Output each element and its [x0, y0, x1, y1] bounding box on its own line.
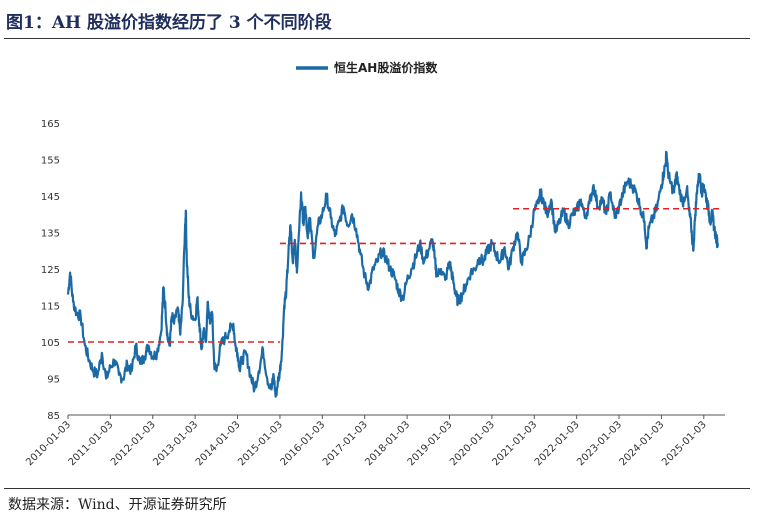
data-source-note: 数据来源：Wind、开源证券研究所 — [8, 497, 227, 513]
y-tick-label: 165 — [41, 119, 60, 130]
title-rule — [4, 38, 750, 39]
y-tick-label: 85 — [47, 411, 60, 422]
x-axis: 2010-01-032011-01-032012-01-032013-01-03… — [24, 414, 725, 468]
y-axis: 85 95 105 115 125 135 145 155 165 — [41, 119, 60, 422]
chart-legend: 恒生AH股溢价指数 — [296, 60, 438, 75]
y-tick-label: 95 — [47, 374, 60, 385]
y-tick-label: 135 — [41, 228, 60, 239]
x-tick-label: 2025-01-03 — [660, 419, 709, 468]
y-tick-label: 155 — [41, 155, 60, 166]
y-tick-label: 145 — [41, 192, 60, 203]
figure-title: 图1：AH 股溢价指数经历了 3 个不同阶段 — [6, 13, 332, 33]
legend-label: 恒生AH股溢价指数 — [334, 60, 438, 75]
plot-area — [66, 150, 721, 398]
y-tick-label: 115 — [41, 301, 60, 312]
y-tick-label: 125 — [41, 265, 60, 276]
source-rule — [4, 488, 750, 489]
y-tick-label: 105 — [41, 338, 60, 349]
ah-premium-line-chart: 恒生AH股溢价指数 85 95 105 115 125 135 145 155 165 2010… — [24, 60, 725, 468]
series-line-ah-premium — [66, 150, 719, 398]
